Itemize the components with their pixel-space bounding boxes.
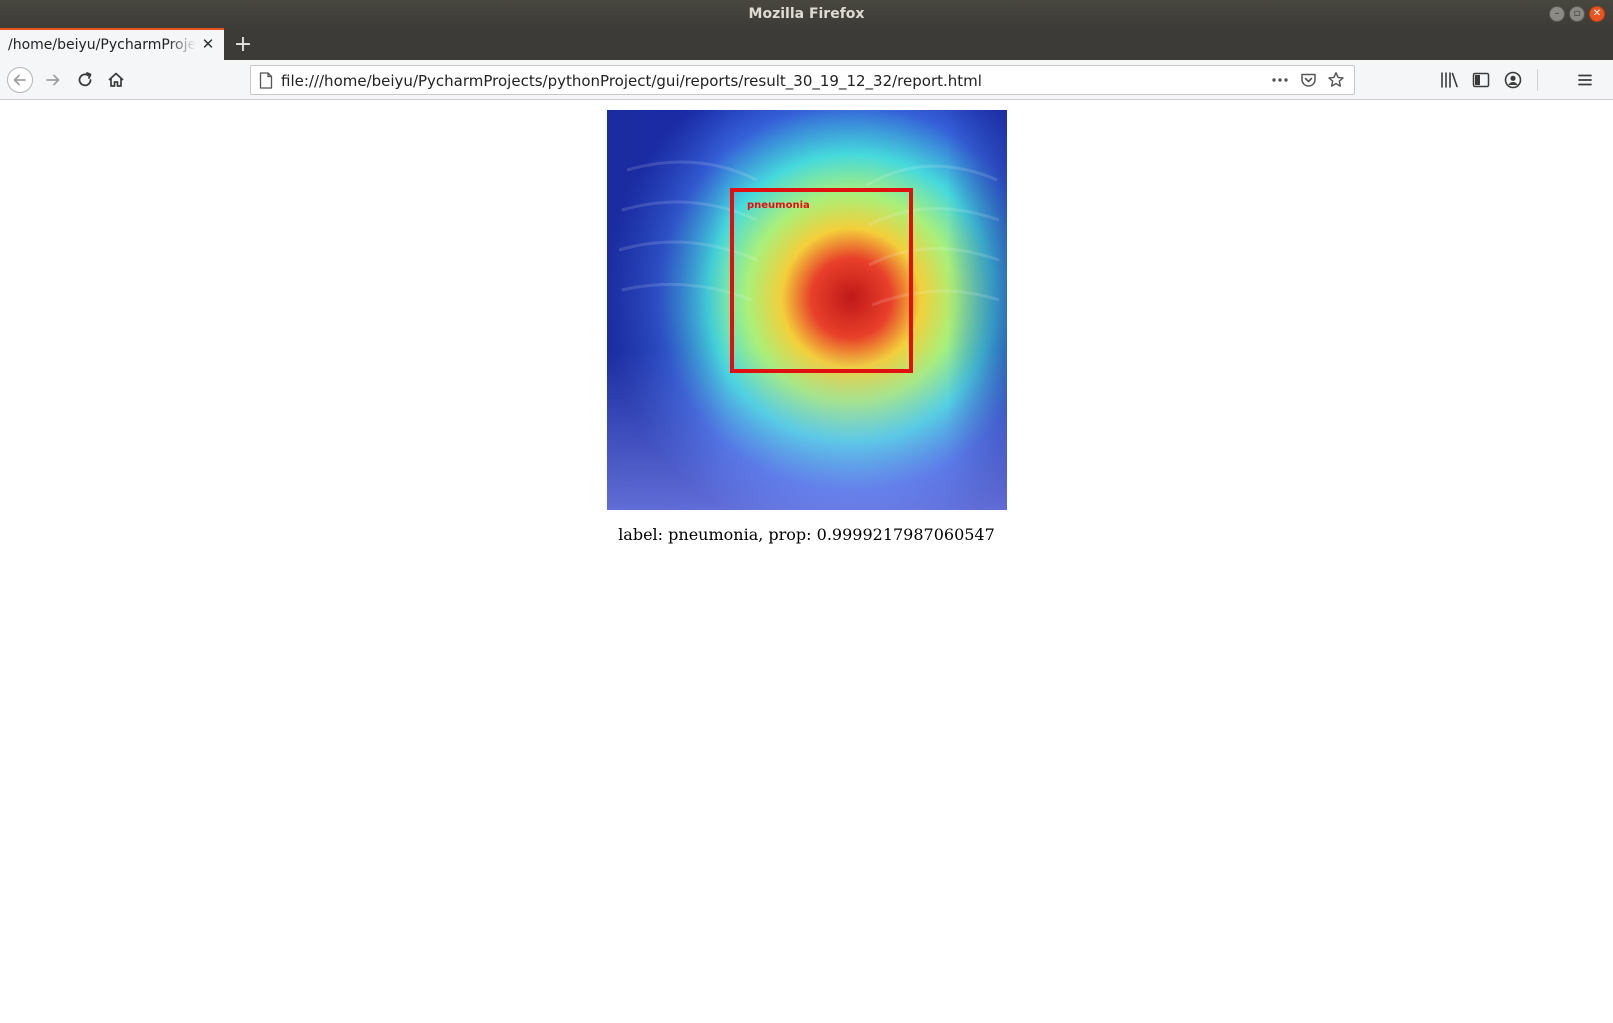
- back-arrow-icon: [7, 67, 33, 93]
- forward-arrow-icon: [46, 74, 60, 86]
- toolbar-separator: [1537, 69, 1538, 91]
- home-button[interactable]: [100, 64, 132, 96]
- library-button[interactable]: [1433, 64, 1465, 96]
- pocket-icon[interactable]: [1298, 70, 1318, 90]
- menu-icon: [1578, 74, 1592, 86]
- url-text[interactable]: file:///home/beiyu/PycharmProjects/pytho…: [281, 72, 982, 90]
- minimize-button[interactable]: –: [1549, 6, 1565, 22]
- plus-icon[interactable]: +: [233, 31, 253, 57]
- navigation-toolbar: file:///home/beiyu/PycharmProjects/pytho…: [0, 60, 1613, 100]
- window-controls: – ▫ ✕: [1549, 6, 1605, 22]
- account-icon: [1504, 71, 1522, 89]
- maximize-button[interactable]: ▫: [1569, 6, 1585, 22]
- sidebar-icon: [1472, 72, 1490, 88]
- page-icon: [259, 72, 273, 93]
- url-bar[interactable]: file:///home/beiyu/PycharmProjects/pytho…: [250, 65, 1355, 95]
- tab-report[interactable]: /home/beiyu/PycharmProjects/pythonProjec…: [0, 28, 224, 60]
- back-button[interactable]: [4, 64, 36, 96]
- tab-label: /home/beiyu/PycharmProjects/pythonProjec…: [8, 37, 196, 53]
- box-annotation-label: pneumonia: [747, 200, 810, 211]
- close-icon[interactable]: ✕: [201, 35, 215, 53]
- url-actions: [1270, 70, 1346, 90]
- more-actions-icon[interactable]: [1270, 70, 1290, 90]
- sidebar-button[interactable]: [1465, 64, 1497, 96]
- result-caption: label: pneumonia, prop: 0.99992179870605…: [618, 525, 995, 544]
- reload-icon: [78, 72, 92, 87]
- page-content: pneumonia label: pneumonia, prop: 0.9999…: [0, 101, 1613, 1023]
- home-icon: [108, 72, 124, 87]
- menu-button[interactable]: [1569, 64, 1601, 96]
- tab-strip: /home/beiyu/PycharmProjects/pythonProjec…: [0, 28, 1613, 60]
- window-title: Mozilla Firefox: [748, 6, 865, 22]
- window-titlebar: Mozilla Firefox – ▫ ✕: [0, 0, 1613, 28]
- reload-button[interactable]: [69, 64, 101, 96]
- heatmap-image: pneumonia: [607, 110, 1007, 510]
- bookmark-star-icon[interactable]: [1326, 70, 1346, 90]
- forward-button[interactable]: [37, 64, 69, 96]
- account-button[interactable]: [1497, 64, 1529, 96]
- library-icon: [1441, 72, 1458, 88]
- close-window-button[interactable]: ✕: [1589, 6, 1605, 22]
